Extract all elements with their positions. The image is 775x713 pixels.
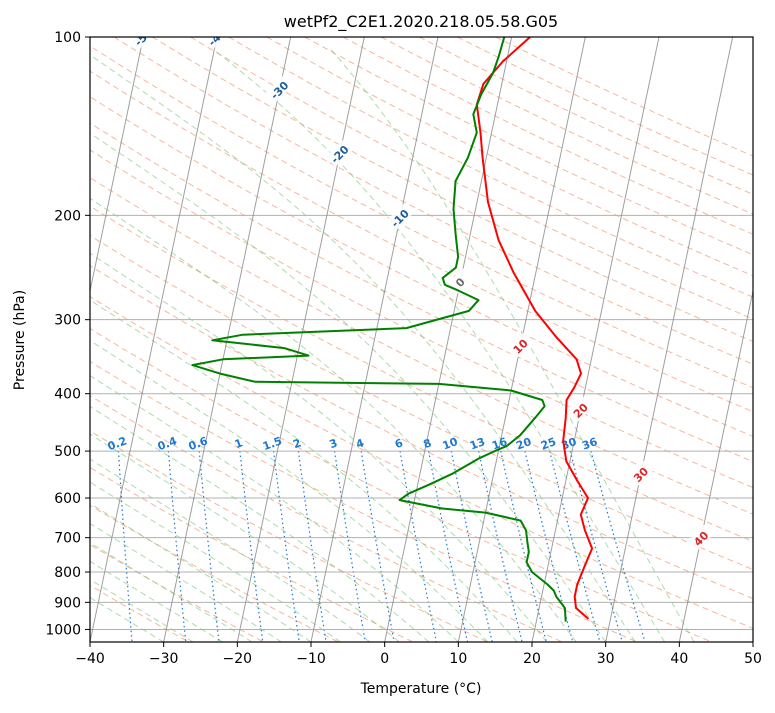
y-tick-label: 600	[54, 491, 81, 507]
isotherm-label-bg	[0, 23, 9, 50]
x-tick-label: 30	[597, 651, 615, 667]
x-tick-label: −40	[75, 651, 105, 667]
y-tick-label: 200	[54, 208, 81, 224]
x-tick-label: 0	[380, 651, 389, 667]
x-tick-label: 10	[449, 651, 467, 667]
y-tick-label: 800	[54, 565, 81, 581]
plot-background	[90, 37, 753, 642]
x-tick-label: −30	[149, 651, 179, 667]
x-axis-label: Temperature (°C)	[360, 681, 482, 697]
isotherm-line	[753, 37, 775, 642]
isotherm-label: -70	[0, 25, 8, 48]
y-tick-label: 500	[54, 444, 81, 460]
y-tick-label: 900	[54, 595, 81, 611]
y-tick-label: 300	[54, 313, 81, 329]
x-tick-label: −20	[223, 651, 253, 667]
x-tick-label: −10	[296, 651, 326, 667]
y-tick-label: 1000	[45, 622, 81, 638]
y-tick-label: 400	[54, 387, 81, 403]
x-tick-label: 20	[523, 651, 541, 667]
x-tick-label: 40	[670, 651, 688, 667]
y-axis-label: Pressure (hPa)	[12, 290, 28, 390]
y-axis: 100 200 300 400 500 600 700 800 900 1000	[45, 30, 90, 638]
y-tick-label: 100	[54, 30, 81, 46]
isotherm-line	[0, 37, 70, 642]
chart-title: wetPf2_C2E1.2020.218.05.58.G05	[284, 12, 558, 32]
x-tick-label: 50	[744, 651, 762, 667]
x-axis: −40 −30 −20 −10 0 10 20 30 40 50	[75, 642, 762, 667]
y-tick-label: 700	[54, 531, 81, 547]
